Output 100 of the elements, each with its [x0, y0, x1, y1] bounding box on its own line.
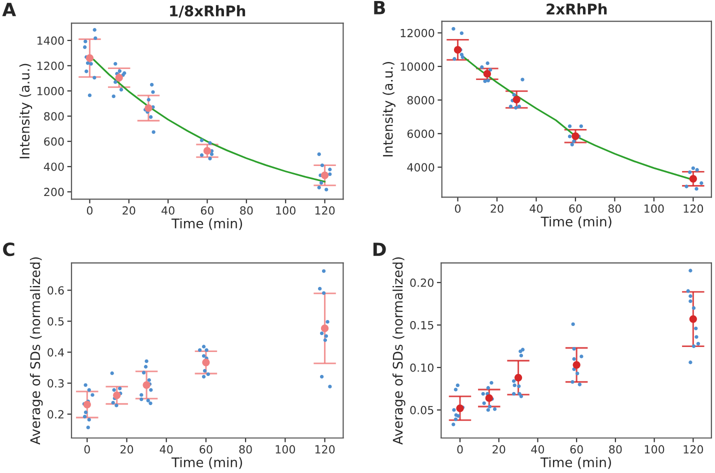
point: [208, 141, 212, 145]
point: [460, 55, 465, 60]
point: [114, 404, 118, 408]
point: [485, 394, 493, 402]
text: B: [374, 1, 386, 14]
y-tick-label: 0.15: [410, 320, 434, 330]
point: [572, 139, 576, 143]
point: [486, 386, 490, 390]
point: [322, 269, 326, 273]
point: [488, 68, 492, 72]
x-tick-label: 100: [276, 445, 296, 454]
point: [520, 78, 524, 82]
x-tick-label: 0: [84, 445, 90, 454]
y-tick-label: 6000: [407, 130, 434, 138]
point: [508, 104, 513, 108]
point: [688, 299, 692, 304]
point: [684, 184, 688, 188]
point: [328, 172, 332, 176]
text: C: [3, 242, 14, 256]
point: [83, 400, 91, 408]
point: [688, 268, 692, 272]
y-tick-label: 4000: [407, 163, 434, 172]
y-tick-label: 0.05: [410, 406, 434, 414]
y-axis-title: Intensity (a.u.): [19, 64, 32, 158]
point: [323, 338, 328, 342]
point: [692, 306, 696, 310]
x-axis-title: Time (min): [540, 457, 611, 469]
point: [114, 62, 118, 66]
point: [146, 398, 150, 402]
point: [152, 130, 156, 134]
point: [148, 401, 152, 406]
point: [202, 368, 207, 373]
point: [456, 404, 464, 412]
point: [328, 384, 332, 388]
point: [112, 388, 116, 392]
point: [114, 80, 118, 84]
chart-title: 1/8xRhPh: [170, 5, 246, 18]
point: [578, 382, 582, 386]
point: [572, 367, 576, 372]
point: [512, 96, 520, 104]
point: [694, 335, 698, 339]
x-tick-label: 120: [684, 445, 704, 454]
point: [110, 371, 114, 376]
point: [318, 286, 322, 291]
y-tick-label: 0.4: [48, 348, 64, 357]
point: [111, 400, 115, 405]
point: [202, 374, 206, 379]
x-tick-label: 60: [200, 445, 212, 454]
x-axis-title: Time (min): [540, 216, 612, 228]
point: [490, 380, 494, 385]
point: [115, 74, 123, 82]
point: [203, 147, 212, 155]
point: [140, 393, 144, 397]
point: [694, 187, 698, 191]
point: [326, 320, 330, 324]
point: [481, 392, 485, 396]
point: [452, 27, 456, 31]
x-tick-label: 100: [644, 445, 664, 454]
point: [119, 88, 124, 92]
point: [518, 392, 522, 396]
x-tick-label: 80: [239, 445, 252, 454]
point: [202, 344, 206, 348]
point: [452, 408, 456, 412]
point: [519, 354, 524, 358]
point: [210, 152, 214, 156]
point: [580, 354, 584, 358]
point: [456, 383, 460, 388]
x-tick-label: 60: [200, 206, 214, 215]
x-tick-label: 80: [240, 206, 253, 215]
point: [82, 45, 87, 49]
point: [324, 334, 328, 338]
point: [514, 106, 518, 110]
point: [512, 383, 516, 388]
point: [146, 98, 151, 102]
x-tick-label: 120: [315, 445, 335, 454]
point: [572, 132, 580, 140]
chart-title: 2xRhPh: [546, 3, 607, 14]
point: [200, 153, 204, 157]
point: [320, 331, 324, 336]
point: [206, 372, 210, 376]
text: A: [2, 2, 16, 16]
y-axis-title: Intensity (a.u.): [382, 62, 396, 156]
point: [86, 426, 90, 430]
point: [689, 174, 697, 183]
y-tick-label: 0.3: [48, 379, 64, 388]
point: [492, 407, 497, 411]
text: D: [373, 242, 386, 256]
x-tick-label: 20: [120, 445, 134, 454]
x-axis-title: Time (min): [171, 218, 242, 230]
x-tick-label: 60: [569, 204, 582, 213]
point: [568, 134, 572, 138]
point: [320, 163, 324, 168]
point: [688, 360, 692, 364]
point: [320, 324, 329, 332]
x-tick-label: 100: [276, 206, 296, 215]
point: [688, 294, 692, 298]
point: [118, 69, 122, 73]
point: [452, 57, 456, 61]
point: [512, 92, 516, 97]
point: [142, 370, 146, 374]
